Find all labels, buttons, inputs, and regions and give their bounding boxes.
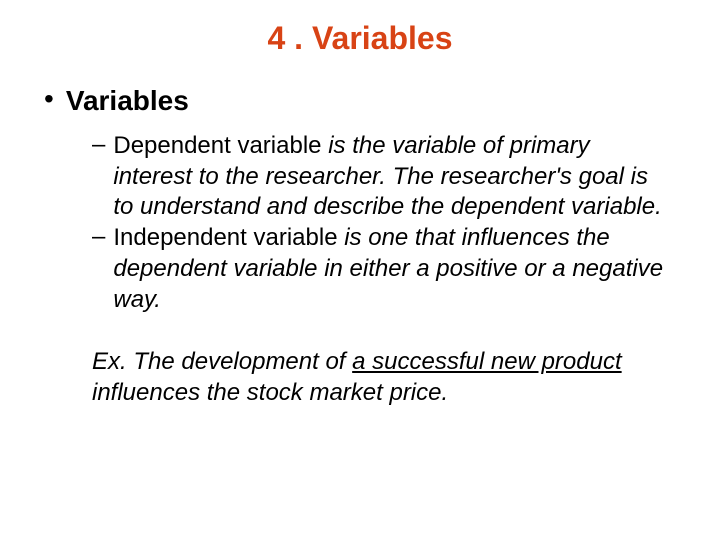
subbullet-independent: – Independent variable is one that influ… (92, 223, 670, 315)
term-dependent: Dependent variable (113, 132, 328, 159)
bullet-variables: • Variables (44, 85, 690, 117)
term-independent: Independent variable (113, 224, 344, 251)
subbullet-dependent: – Dependent variable is the variable of … (92, 131, 670, 223)
dash-marker: – (92, 131, 105, 223)
subbullet-text: Dependent variable is the variable of pr… (113, 131, 670, 223)
dash-marker: – (92, 223, 105, 315)
example-seg3: influences the stock market price. (92, 379, 448, 406)
example-label: Ex. (92, 348, 133, 375)
slide-title: 4 . Variables (30, 20, 690, 57)
example-seg1: The development of (133, 348, 352, 375)
example-block: Ex. The development of a successful new … (92, 347, 670, 408)
bullet-marker: • (44, 85, 54, 117)
example-seg2: a successful new product (352, 348, 621, 375)
subbullet-text: Independent variable is one that influen… (113, 223, 670, 315)
bullet-text: Variables (66, 85, 189, 117)
